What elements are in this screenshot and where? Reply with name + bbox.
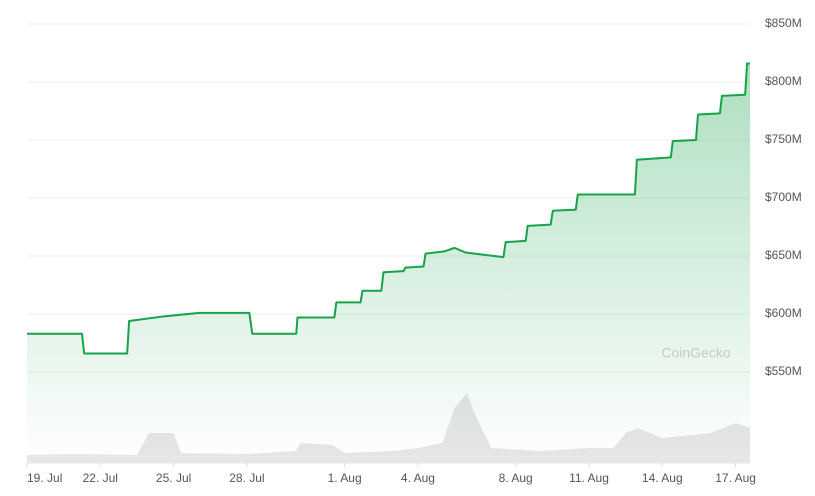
x-tick-label: 19. Jul: [27, 471, 62, 485]
grid: [27, 23, 750, 373]
line: [27, 62, 750, 355]
x-tick-label: 11. Aug: [569, 471, 609, 485]
x-tick-label: 25. Jul: [156, 471, 191, 485]
y-tick-label: $700M: [765, 190, 802, 204]
y-tick-label: $750M: [765, 132, 802, 146]
x-tick-label: 28. Jul: [229, 471, 264, 485]
x-tick-label: 1. Aug: [328, 471, 362, 485]
y-tick-label: $800M: [765, 74, 802, 88]
x-tick-label: 17. Aug: [715, 471, 756, 485]
y-tick-label: $650M: [765, 248, 802, 262]
y-tick-label: $850M: [765, 16, 802, 30]
watermark: CoinGecko: [661, 345, 730, 361]
x-tick-label: 22. Jul: [83, 471, 118, 485]
y-tick-label: $600M: [765, 306, 802, 320]
x-tick-label: 8. Aug: [499, 471, 533, 485]
area: [27, 63, 750, 463]
plot: [27, 62, 750, 463]
x-tick-label: 14. Aug: [642, 471, 683, 485]
x-tick-label: 4. Aug: [401, 471, 435, 485]
y-tick-label: $550M: [765, 364, 802, 378]
